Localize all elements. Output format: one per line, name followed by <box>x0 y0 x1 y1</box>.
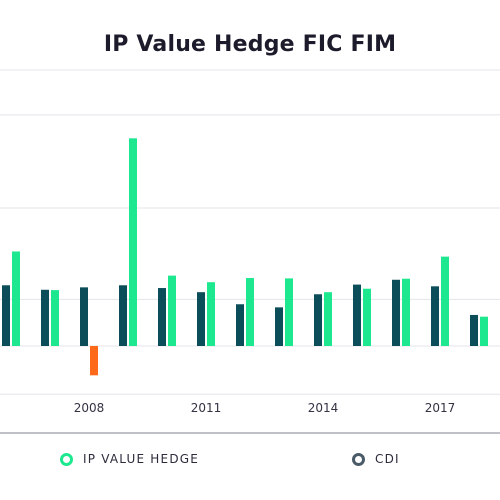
legend-label-cdi: CDI <box>375 452 400 466</box>
bar-ip-value-hedge-2006[interactable] <box>12 251 20 346</box>
bar-ip-value-hedge-2015[interactable] <box>363 288 371 346</box>
bar-cdi-2018[interactable] <box>470 314 478 346</box>
bar-cdi-2013[interactable] <box>275 307 283 346</box>
bar-cdi-2007[interactable] <box>41 289 49 346</box>
bar-cdi-2006[interactable] <box>2 285 10 346</box>
legend-marker-icon <box>60 452 73 466</box>
x-tick-label: 2011 <box>191 401 222 415</box>
bar-cdi-2010[interactable] <box>158 288 166 346</box>
bar-cdi-2015[interactable] <box>353 284 361 346</box>
legend-label-ip-value-hedge: IP VALUE HEDGE <box>83 452 200 466</box>
bar-cdi-2014[interactable] <box>314 294 322 346</box>
legend-item-cdi[interactable]: CDI <box>352 452 400 466</box>
bar-ip-value-hedge-2016[interactable] <box>402 278 410 346</box>
bar-ip-value-hedge-2017[interactable] <box>441 256 449 346</box>
bar-cdi-2016[interactable] <box>392 279 400 346</box>
x-tick-labels: 2008 2011 2014 2017 <box>74 401 456 415</box>
bars <box>2 138 488 376</box>
bar-ip-value-hedge-2011[interactable] <box>207 282 215 346</box>
bar-ip-value-hedge-2009[interactable] <box>129 138 137 346</box>
x-tick-label: 2017 <box>425 401 456 415</box>
legend-item-ip-value-hedge[interactable]: IP VALUE HEDGE <box>60 452 199 466</box>
bar-cdi-2011[interactable] <box>197 292 205 346</box>
x-tick-label: 2014 <box>308 401 339 415</box>
bar-ip-value-hedge-2013[interactable] <box>285 278 293 346</box>
bar-cdi-2017[interactable] <box>431 286 439 346</box>
bar-ip-value-hedge-2007[interactable] <box>51 290 59 346</box>
x-tick-label: 2008 <box>74 401 105 415</box>
bar-ip-value-hedge-2012[interactable] <box>246 278 254 346</box>
bar-cdi-2012[interactable] <box>236 304 244 346</box>
bar-ip-value-hedge-2014[interactable] <box>324 292 332 346</box>
bar-ip-value-hedge-2018[interactable] <box>480 316 488 346</box>
bar-ip-value-hedge-2010[interactable] <box>168 275 176 346</box>
bar-cdi-2008[interactable] <box>80 287 88 346</box>
legend-marker-icon <box>352 452 365 466</box>
bar-ip-value-hedge-2008[interactable] <box>90 346 98 376</box>
chart-title: IP Value Hedge FIC FIM <box>103 32 397 57</box>
bar-cdi-2009[interactable] <box>119 285 127 346</box>
